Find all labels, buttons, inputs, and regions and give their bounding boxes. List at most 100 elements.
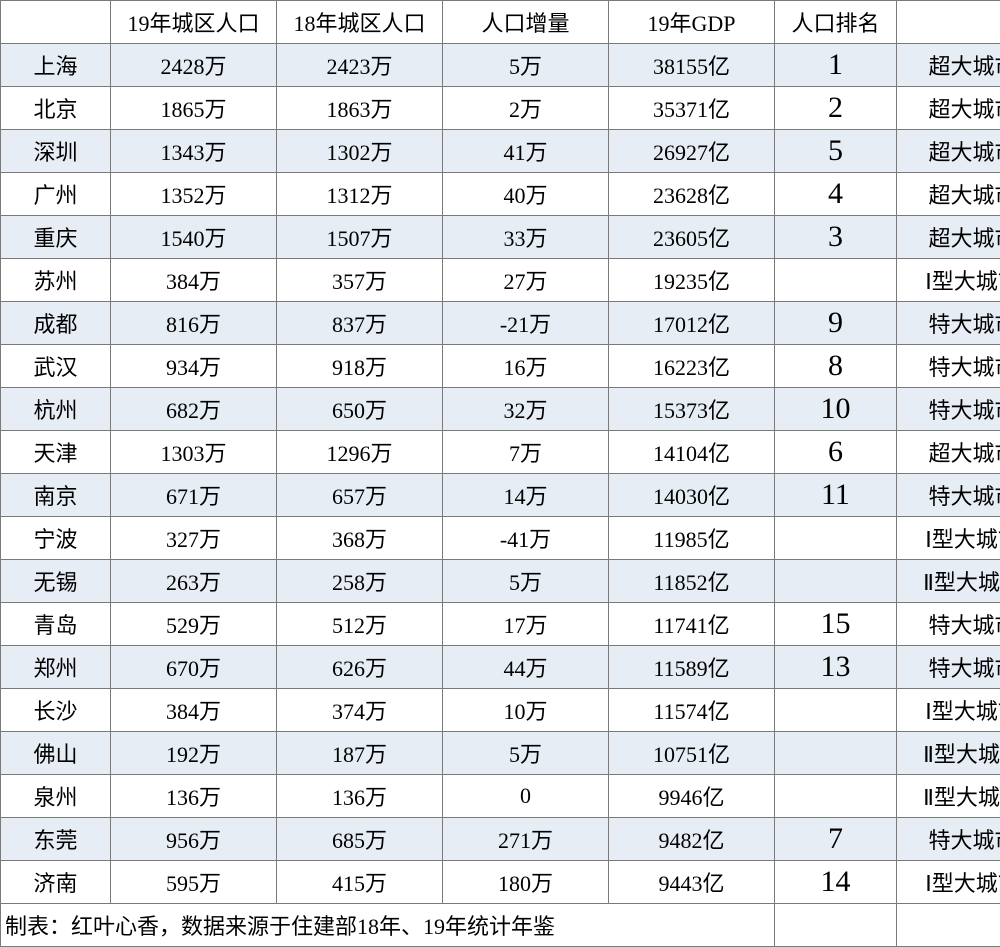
cell-rank: 15 [775,603,897,646]
cell-tier: 特大城市 [897,603,1000,646]
cell-city: 青岛 [1,603,111,646]
col-delta: 人口增量 [443,1,609,44]
city-population-table: 19年城区人口 18年城区人口 人口增量 19年GDP 人口排名 上海2428万… [0,0,1000,947]
cell-city: 东莞 [1,818,111,861]
cell-pop19: 384万 [111,259,277,302]
cell-rank: 6 [775,431,897,474]
cell-rank: 3 [775,216,897,259]
cell-tier: Ⅰ型大城市 [897,517,1000,560]
cell-tier: 超大城市 [897,216,1000,259]
cell-pop18: 685万 [277,818,443,861]
cell-pop18: 1312万 [277,173,443,216]
cell-city: 长沙 [1,689,111,732]
cell-pop18: 837万 [277,302,443,345]
cell-gdp: 26927亿 [609,130,775,173]
cell-city: 成都 [1,302,111,345]
cell-gdp: 19235亿 [609,259,775,302]
cell-pop19: 384万 [111,689,277,732]
cell-rank: 1 [775,44,897,87]
cell-pop18: 626万 [277,646,443,689]
cell-rank: 4 [775,173,897,216]
cell-delta: 14万 [443,474,609,517]
cell-pop19: 595万 [111,861,277,904]
cell-gdp: 10751亿 [609,732,775,775]
table-row: 南京671万657万14万14030亿11特大城市 [1,474,1000,517]
cell-delta: 17万 [443,603,609,646]
cell-city: 佛山 [1,732,111,775]
cell-delta: 5万 [443,44,609,87]
cell-rank: 9 [775,302,897,345]
cell-tier: 特大城市 [897,388,1000,431]
cell-pop19: 1303万 [111,431,277,474]
cell-tier: 特大城市 [897,646,1000,689]
cell-pop19: 2428万 [111,44,277,87]
cell-delta: 5万 [443,560,609,603]
col-gdp: 19年GDP [609,1,775,44]
cell-tier: Ⅱ型大城市 [897,732,1000,775]
cell-city: 郑州 [1,646,111,689]
cell-pop19: 671万 [111,474,277,517]
cell-city: 济南 [1,861,111,904]
cell-pop18: 1863万 [277,87,443,130]
cell-tier: 超大城市 [897,44,1000,87]
cell-rank: 8 [775,345,897,388]
cell-gdp: 15373亿 [609,388,775,431]
cell-tier: Ⅰ型大城市 [897,689,1000,732]
table-row: 成都816万837万-21万17012亿9特大城市 [1,302,1000,345]
cell-gdp: 14030亿 [609,474,775,517]
cell-pop18: 374万 [277,689,443,732]
cell-pop19: 1540万 [111,216,277,259]
table-row: 泉州136万136万09946亿Ⅱ型大城市 [1,775,1000,818]
col-tier [897,1,1000,44]
cell-delta: 2万 [443,87,609,130]
cell-gdp: 11589亿 [609,646,775,689]
cell-gdp: 38155亿 [609,44,775,87]
cell-pop18: 650万 [277,388,443,431]
table-row: 上海2428万2423万5万38155亿1超大城市 [1,44,1000,87]
cell-pop18: 918万 [277,345,443,388]
cell-city: 深圳 [1,130,111,173]
cell-tier: 特大城市 [897,474,1000,517]
table-row: 广州1352万1312万40万23628亿4超大城市 [1,173,1000,216]
cell-gdp: 23605亿 [609,216,775,259]
cell-gdp: 17012亿 [609,302,775,345]
cell-delta: 27万 [443,259,609,302]
cell-pop18: 512万 [277,603,443,646]
cell-rank: 13 [775,646,897,689]
cell-city: 泉州 [1,775,111,818]
table-header-row: 19年城区人口 18年城区人口 人口增量 19年GDP 人口排名 [1,1,1000,44]
cell-city: 上海 [1,44,111,87]
footer-blank [775,904,897,947]
cell-pop19: 1865万 [111,87,277,130]
cell-gdp: 9443亿 [609,861,775,904]
cell-pop19: 263万 [111,560,277,603]
cell-city: 宁波 [1,517,111,560]
cell-pop18: 1302万 [277,130,443,173]
table-row: 苏州384万357万27万19235亿Ⅰ型大城市 [1,259,1000,302]
cell-pop19: 956万 [111,818,277,861]
col-pop18: 18年城区人口 [277,1,443,44]
cell-gdp: 11741亿 [609,603,775,646]
cell-gdp: 14104亿 [609,431,775,474]
cell-tier: Ⅰ型大城市 [897,861,1000,904]
cell-rank [775,732,897,775]
cell-pop18: 357万 [277,259,443,302]
cell-rank: 2 [775,87,897,130]
cell-delta: 32万 [443,388,609,431]
cell-gdp: 11574亿 [609,689,775,732]
cell-pop18: 415万 [277,861,443,904]
col-city [1,1,111,44]
cell-city: 武汉 [1,345,111,388]
cell-city: 广州 [1,173,111,216]
cell-tier: 超大城市 [897,431,1000,474]
cell-rank [775,517,897,560]
cell-rank: 10 [775,388,897,431]
cell-city: 重庆 [1,216,111,259]
cell-delta: -41万 [443,517,609,560]
cell-gdp: 11985亿 [609,517,775,560]
cell-tier: 特大城市 [897,302,1000,345]
table-row: 天津1303万1296万7万14104亿6超大城市 [1,431,1000,474]
table-row: 佛山192万187万5万10751亿Ⅱ型大城市 [1,732,1000,775]
cell-rank [775,560,897,603]
cell-tier: 超大城市 [897,130,1000,173]
